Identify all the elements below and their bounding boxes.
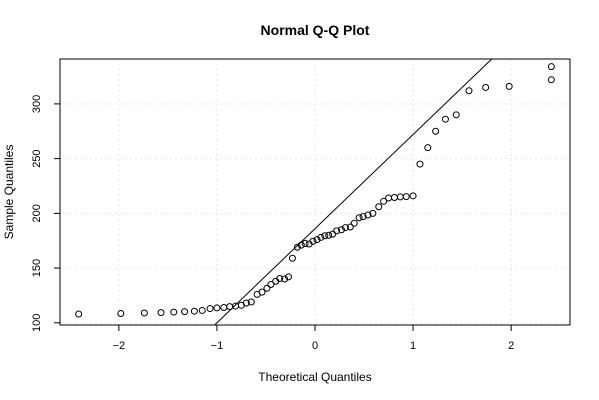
data-point [301,239,309,247]
y-tick-label: 300 [31,95,43,113]
data-point [341,224,349,232]
x-tick-label: −1 [211,340,224,352]
data-point [226,303,234,311]
data-point [276,274,284,282]
data-point [242,299,250,307]
data-point [75,310,83,318]
data-point [355,214,363,222]
data-point [452,111,460,119]
data-point [170,308,178,316]
data-points [75,63,555,318]
data-point [325,231,333,239]
data-point [263,284,271,292]
data-point [317,233,325,241]
data-point [232,302,240,310]
data-point [432,127,440,135]
data-point [369,209,377,217]
data-point [247,298,255,306]
grid-lines [60,59,570,325]
data-point [350,219,358,227]
data-point [313,236,321,244]
data-point [375,203,383,211]
data-point [293,243,301,251]
data-point [465,87,473,95]
data-point [297,241,305,249]
x-tick-label: 1 [410,340,416,352]
data-point [402,193,410,201]
y-tick-label: 250 [31,149,43,167]
data-point [482,83,490,91]
data-point [547,76,555,84]
x-tick-label: 0 [312,340,318,352]
reference-line [214,58,493,326]
data-point [281,275,289,283]
data-point [333,227,341,235]
data-point [329,230,337,238]
y-tick-label: 200 [31,204,43,222]
x-axis-label: Theoretical Quantiles [258,370,371,384]
data-point [441,115,449,123]
data-point [140,309,148,317]
data-point [321,232,329,240]
x-axis: −2 −1 0 1 2 [113,324,514,352]
data-point [505,82,513,90]
y-axis: 100 150 200 250 300 [31,95,61,332]
data-point [258,288,266,296]
data-point [309,237,317,245]
y-axis-label: Sample Quantiles [2,145,16,240]
x-tick-label: 2 [508,340,514,352]
data-point [213,304,221,312]
chart-title: Normal Q-Q Plot [261,22,370,38]
data-point [157,309,165,317]
data-point [190,307,198,315]
data-point [424,144,432,152]
data-point [346,223,354,231]
data-point [117,310,125,318]
data-point [396,193,404,201]
data-point [337,226,345,234]
data-point [181,308,189,316]
data-point [364,211,372,219]
data-point [359,213,367,221]
x-tick-label: −2 [113,340,126,352]
y-tick-label: 150 [31,259,43,277]
data-point [385,194,393,202]
data-point [547,63,555,71]
data-point [390,193,398,201]
data-point [288,254,296,262]
data-point [285,273,293,281]
data-point [380,197,388,205]
data-point [206,305,214,313]
data-point [416,160,424,168]
data-point [220,303,228,311]
data-point [409,192,417,200]
data-point [198,306,206,314]
data-point [267,280,275,288]
y-tick-label: 100 [31,314,43,332]
